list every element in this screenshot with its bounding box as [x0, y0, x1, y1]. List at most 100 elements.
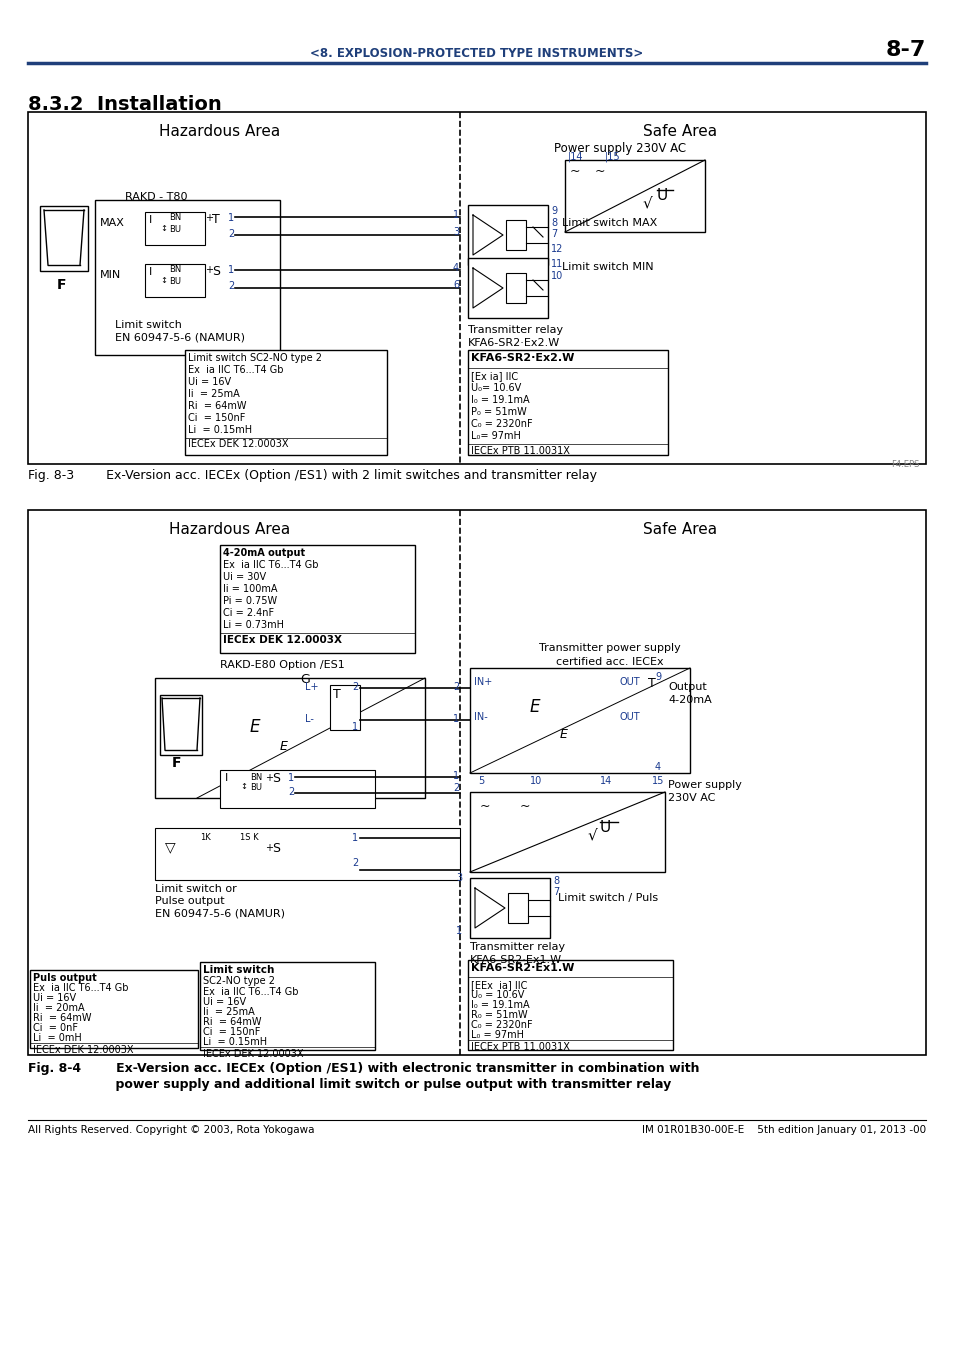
Text: 8.3.2  Installation: 8.3.2 Installation: [28, 95, 221, 113]
Text: 1S K: 1S K: [240, 833, 258, 842]
Text: L₀= 97mH: L₀= 97mH: [471, 431, 520, 441]
Text: 7: 7: [553, 887, 558, 896]
Text: Limit switch or: Limit switch or: [154, 884, 236, 894]
Text: Ii  = 20mA: Ii = 20mA: [33, 1003, 85, 1012]
Text: 10: 10: [551, 271, 562, 281]
Text: IM 01R01B30-00E-E    5th edition January 01, 2013 -00: IM 01R01B30-00E-E 5th edition January 01…: [641, 1125, 925, 1135]
Text: Li  = 0.15mH: Li = 0.15mH: [188, 425, 252, 435]
Text: 4: 4: [453, 263, 458, 273]
Text: |15: |15: [604, 153, 620, 162]
Text: 4-20mA: 4-20mA: [667, 695, 711, 705]
Text: 15: 15: [651, 776, 663, 786]
Text: √: √: [642, 194, 652, 211]
Text: Limit switch / Puls: Limit switch / Puls: [558, 892, 658, 903]
Text: OUT: OUT: [619, 676, 640, 687]
Text: KFA6-SR2·Ex1.W: KFA6-SR2·Ex1.W: [471, 963, 574, 973]
Bar: [470, 878, 550, 938]
Text: 5: 5: [477, 776, 484, 786]
Text: 8-7: 8-7: [884, 40, 925, 59]
Text: R₀ = 51mW: R₀ = 51mW: [471, 1010, 527, 1021]
Text: S: S: [212, 265, 220, 278]
Text: S: S: [272, 842, 280, 855]
Text: 2: 2: [453, 682, 458, 693]
Text: L₀ = 97mH: L₀ = 97mH: [471, 1030, 523, 1040]
Text: 2: 2: [453, 783, 458, 792]
Text: Ui = 30V: Ui = 30V: [223, 572, 266, 582]
Text: E: E: [530, 698, 540, 716]
Text: Ui = 16V: Ui = 16V: [188, 377, 231, 387]
Text: +: +: [265, 842, 273, 853]
Text: Hazardous Area: Hazardous Area: [159, 124, 280, 139]
Text: U₀ = 10.6V: U₀ = 10.6V: [471, 990, 524, 1000]
Text: IECEx PTB 11.0031X: IECEx PTB 11.0031X: [471, 1042, 569, 1052]
Text: ↕: ↕: [240, 782, 247, 791]
Text: Ex  ia IIC T6...T4 Gb: Ex ia IIC T6...T4 Gb: [203, 987, 298, 998]
Text: 1: 1: [453, 211, 458, 220]
Text: Ex  ia IIC T6...T4 Gb: Ex ia IIC T6...T4 Gb: [188, 364, 283, 375]
Text: Ci  = 0nF: Ci = 0nF: [33, 1023, 78, 1033]
Bar: [505, 273, 525, 302]
Text: 12: 12: [551, 244, 563, 254]
Text: 4-20mA output: 4-20mA output: [223, 548, 305, 558]
Text: IECEx DEK 12.0003X: IECEx DEK 12.0003X: [203, 1049, 303, 1058]
Bar: [468, 258, 547, 319]
Bar: [28, 510, 925, 1054]
Text: 2: 2: [288, 787, 294, 796]
Text: I: I: [225, 774, 228, 783]
Bar: [145, 212, 205, 244]
Text: +: +: [205, 213, 213, 223]
Text: ▽: ▽: [165, 840, 175, 855]
Text: Ii  = 25mA: Ii = 25mA: [203, 1007, 254, 1017]
Bar: [330, 684, 359, 730]
Bar: [154, 678, 424, 798]
Text: I: I: [149, 215, 152, 225]
Text: ~: ~: [479, 801, 490, 813]
Text: Puls output: Puls output: [33, 973, 96, 983]
Text: 230V AC: 230V AC: [667, 792, 715, 803]
Text: Ui = 16V: Ui = 16V: [33, 994, 76, 1003]
Text: Pulse output: Pulse output: [154, 896, 224, 906]
Bar: [154, 828, 459, 880]
Text: certified acc. IECEx: certified acc. IECEx: [556, 657, 663, 667]
Text: Hazardous Area: Hazardous Area: [170, 522, 291, 537]
Text: Power supply 230V AC: Power supply 230V AC: [554, 142, 685, 155]
Text: U: U: [599, 819, 611, 836]
Bar: [220, 545, 415, 653]
Text: Ci = 2.4nF: Ci = 2.4nF: [223, 608, 274, 618]
Text: L-: L-: [305, 714, 314, 724]
Text: Ex  ia IIC T6...T4 Gb: Ex ia IIC T6...T4 Gb: [223, 560, 318, 570]
Text: IECEx DEK 12.0003X: IECEx DEK 12.0003X: [33, 1045, 133, 1054]
Text: 1: 1: [456, 926, 461, 936]
Text: S: S: [272, 772, 280, 784]
Text: Power supply: Power supply: [667, 780, 741, 790]
Text: 14: 14: [599, 776, 612, 786]
Text: 3: 3: [453, 227, 458, 238]
Text: Limit switch SC2-NO type 2: Limit switch SC2-NO type 2: [188, 352, 322, 363]
Text: Ri  = 64mW: Ri = 64mW: [188, 401, 246, 410]
Text: 11: 11: [551, 259, 562, 269]
Text: I: I: [149, 267, 152, 277]
Text: I₀ = 19.1mA: I₀ = 19.1mA: [471, 1000, 529, 1010]
Text: 4: 4: [655, 761, 660, 772]
Text: Ex  ia IIC T6...T4 Gb: Ex ia IIC T6...T4 Gb: [33, 983, 129, 994]
Text: Ui = 16V: Ui = 16V: [203, 998, 246, 1007]
Text: 1: 1: [453, 771, 458, 782]
Text: KFA6-SR2·Ex2.W: KFA6-SR2·Ex2.W: [468, 338, 559, 348]
Text: Transmitter power supply: Transmitter power supply: [538, 643, 680, 653]
Bar: [200, 963, 375, 1050]
Text: <8. EXPLOSION-PROTECTED TYPE INSTRUMENTS>: <8. EXPLOSION-PROTECTED TYPE INSTRUMENTS…: [310, 47, 643, 59]
Text: Limit switch: Limit switch: [115, 320, 182, 329]
Text: IECEx PTB 11.0031X: IECEx PTB 11.0031X: [471, 446, 569, 456]
Text: Ri  = 64mW: Ri = 64mW: [203, 1017, 261, 1027]
Text: +: +: [205, 265, 213, 275]
Text: 1: 1: [352, 722, 357, 732]
Text: SC2-NO type 2: SC2-NO type 2: [203, 976, 274, 986]
Text: ↕: ↕: [160, 224, 167, 234]
Bar: [185, 350, 387, 455]
Text: Transmitter relay: Transmitter relay: [468, 325, 562, 335]
Text: E: E: [559, 728, 567, 741]
Bar: [468, 960, 672, 1050]
Bar: [95, 200, 280, 355]
Text: 2: 2: [352, 682, 358, 693]
Text: F: F: [172, 756, 181, 770]
